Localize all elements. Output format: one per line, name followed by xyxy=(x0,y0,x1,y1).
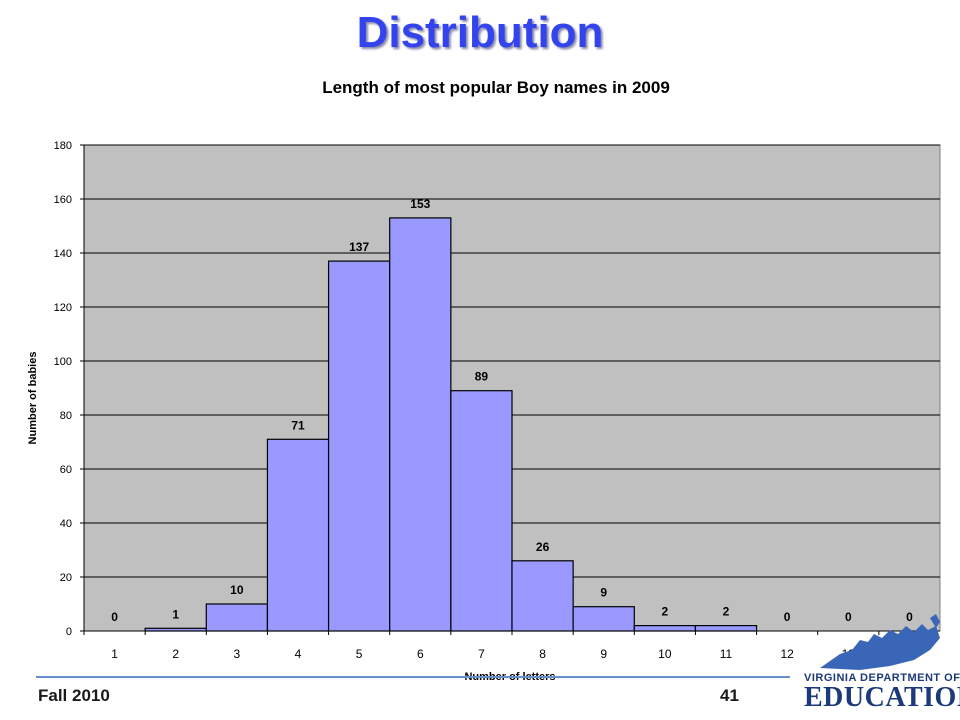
y-tick-label: 40 xyxy=(60,518,72,530)
x-tick-label: 3 xyxy=(234,647,241,661)
data-label-13: 0 xyxy=(845,610,852,624)
x-tick-label: 12 xyxy=(780,647,794,661)
bar-7 xyxy=(450,390,513,632)
x-tick-label: 11 xyxy=(720,647,733,661)
x-tick-label: 10 xyxy=(658,647,672,661)
data-label-14: 0 xyxy=(906,610,913,624)
bar-3 xyxy=(205,603,269,632)
y-tick-label: 140 xyxy=(54,248,72,260)
x-tick-label: 1 xyxy=(111,647,118,661)
x-tick-label: 5 xyxy=(356,647,363,661)
slide-title: Distribution xyxy=(356,8,604,57)
data-label-10: 2 xyxy=(662,605,669,619)
footer-rule xyxy=(36,676,790,678)
x-tick-label: 7 xyxy=(478,647,485,661)
x-tick-label: 9 xyxy=(600,647,607,661)
data-label-3: 10 xyxy=(230,583,244,597)
x-tick-label: 2 xyxy=(172,647,179,661)
x-tick-label: 8 xyxy=(539,647,546,661)
page-number: 41 xyxy=(720,686,739,705)
data-label-8: 26 xyxy=(536,540,550,554)
y-tick-label: 120 xyxy=(54,302,72,314)
bar-labels: 0 1 10 71 137 153 89 26 9 2 2 0 0 0 xyxy=(111,197,913,624)
y-tick-label: 180 xyxy=(54,140,72,152)
bar-4 xyxy=(266,438,330,632)
y-tick-label: 60 xyxy=(60,464,72,476)
data-label-11: 2 xyxy=(723,605,730,619)
bar-8 xyxy=(511,560,574,632)
x-axis-ticks: 1234567891011121314 xyxy=(83,631,916,661)
data-label-7: 89 xyxy=(475,370,489,384)
y-tick-label: 160 xyxy=(54,194,72,206)
bar-9 xyxy=(572,606,635,632)
logo-text-line1: VIRGINIA DEPARTMENT OF xyxy=(804,672,960,684)
data-label-12: 0 xyxy=(784,610,791,624)
y-tick-label: 0 xyxy=(66,626,72,638)
bar-5 xyxy=(327,260,391,632)
y-tick-label: 80 xyxy=(60,410,72,422)
bar-10 xyxy=(633,624,697,632)
virginia-doe-logo-icon xyxy=(820,614,940,670)
y-axis-ticks: 0 20 40 60 80 100 120 140 160 180 xyxy=(54,140,84,638)
y-tick-label: 20 xyxy=(60,572,72,584)
data-label-4: 71 xyxy=(291,418,305,432)
logo-text-line2: EDUCATION xyxy=(804,682,960,713)
footer-date: Fall 2010 xyxy=(38,686,110,705)
data-label-1: 0 xyxy=(111,610,118,624)
data-label-2: 1 xyxy=(172,607,179,621)
y-tick-label: 100 xyxy=(54,356,72,368)
bar-11 xyxy=(694,624,758,632)
x-tick-label: 6 xyxy=(417,647,424,661)
y-axis-label: Number of babies xyxy=(27,352,39,445)
chart-title: Length of most popular Boy names in 2009 xyxy=(322,78,670,97)
data-label-6: 153 xyxy=(410,197,430,211)
data-label-5: 137 xyxy=(349,240,369,254)
bars xyxy=(144,217,758,632)
x-tick-label: 4 xyxy=(295,647,302,661)
data-label-9: 9 xyxy=(600,586,607,600)
bar-6 xyxy=(389,217,452,632)
